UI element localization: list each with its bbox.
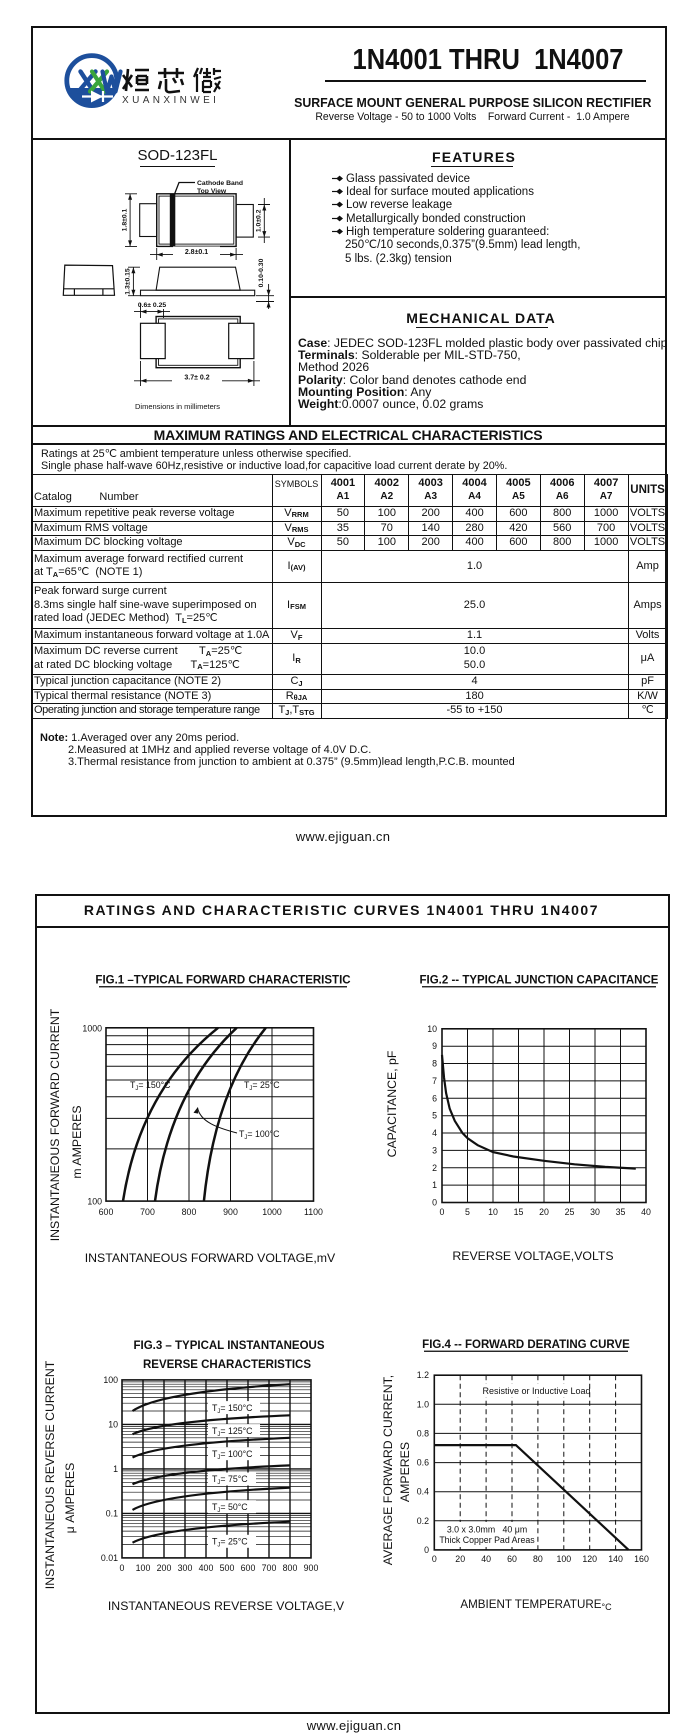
svg-text:Dimensions in millimeters: Dimensions in millimeters (135, 402, 220, 411)
svg-text:1: 1 (113, 1464, 118, 1474)
svg-text:600: 600 (241, 1563, 256, 1573)
svg-text:TJ= 150°C: TJ= 150°C (130, 1080, 171, 1092)
svg-text:TJ= 150°C: TJ= 150°C (212, 1403, 253, 1415)
svg-text:900: 900 (223, 1207, 238, 1217)
svg-text:20: 20 (539, 1207, 549, 1217)
svg-text:40: 40 (481, 1554, 491, 1564)
svg-text:700: 700 (140, 1207, 155, 1217)
svg-text:REVERSE VOLTAGE,VOLTS: REVERSE VOLTAGE,VOLTS (452, 1249, 613, 1263)
svg-text:INSTANTANEOUS FORWARD CURRENT: INSTANTANEOUS FORWARD CURRENT (48, 1008, 62, 1241)
svg-text:FIG.4 -- FORWARD DERATING CURV: FIG.4 -- FORWARD DERATING CURVE (422, 1339, 630, 1351)
svg-text:5: 5 (465, 1207, 470, 1217)
svg-text:60: 60 (507, 1554, 517, 1564)
svg-text:FIG.1 –TYPICAL FORWARD CHARACT: FIG.1 –TYPICAL FORWARD CHARACTERISTIC (95, 975, 350, 987)
svg-text:0.1: 0.1 (106, 1508, 118, 1518)
svg-text:800: 800 (182, 1207, 197, 1217)
svg-text:Thick Copper Pad Areas: Thick Copper Pad Areas (439, 1535, 535, 1545)
svg-text:TJ= 100°C: TJ= 100°C (212, 1449, 253, 1461)
svg-text:30: 30 (590, 1207, 600, 1217)
svg-text:TJ= 75°C: TJ= 75°C (212, 1474, 248, 1486)
svg-text:0: 0 (432, 1554, 437, 1564)
svg-text:0.4: 0.4 (417, 1487, 429, 1497)
svg-text:1000: 1000 (82, 1024, 102, 1034)
svg-text:140: 140 (608, 1554, 623, 1564)
svg-text:INSTANTANEOUS FORWARD VOLTAGE,: INSTANTANEOUS FORWARD VOLTAGE,mV (85, 1251, 336, 1265)
svg-text:1.8±0.1: 1.8±0.1 (122, 208, 129, 231)
svg-text:0.6± 0.25: 0.6± 0.25 (138, 302, 167, 309)
svg-text:120: 120 (582, 1554, 597, 1564)
svg-text:0: 0 (120, 1563, 125, 1573)
svg-text:INSTANTANEOUS REVERSE VOLTAGE,: INSTANTANEOUS REVERSE VOLTAGE,V (108, 1599, 345, 1613)
svg-text:REVERSE CHARACTERISTICS: REVERSE CHARACTERISTICS (143, 1359, 311, 1371)
svg-text:3.7± 0.2: 3.7± 0.2 (184, 375, 209, 382)
svg-text:0.8: 0.8 (417, 1428, 429, 1438)
svg-text:Cathode Band: Cathode Band (197, 180, 243, 187)
svg-text:TJ= 25°C: TJ= 25°C (212, 1537, 248, 1549)
svg-text:0.01: 0.01 (101, 1553, 118, 1563)
svg-text:Resistive or Inductive Load: Resistive or Inductive Load (482, 1386, 590, 1396)
svg-text:m AMPERES: m AMPERES (70, 1105, 84, 1178)
svg-text:1.0: 1.0 (417, 1399, 429, 1409)
svg-text:8: 8 (432, 1059, 437, 1069)
svg-text:AMBIENT TEMPERATURE°C: AMBIENT TEMPERATURE°C (460, 1598, 612, 1612)
svg-text:3: 3 (432, 1145, 437, 1155)
svg-text:40: 40 (641, 1207, 651, 1217)
svg-text:800: 800 (283, 1563, 298, 1573)
svg-text:5: 5 (432, 1111, 437, 1121)
svg-text:10: 10 (108, 1419, 118, 1429)
svg-text:200: 200 (157, 1563, 172, 1573)
svg-text:10: 10 (488, 1207, 498, 1217)
svg-text:160: 160 (634, 1554, 649, 1564)
svg-text:25: 25 (565, 1207, 575, 1217)
svg-text:0: 0 (440, 1207, 445, 1217)
svg-text:μ AMPERES: μ AMPERES (63, 1463, 77, 1534)
svg-text:100: 100 (103, 1375, 118, 1385)
svg-text:9: 9 (432, 1041, 437, 1051)
svg-text:0.2: 0.2 (417, 1516, 429, 1526)
svg-text:XUANXINWEI: XUANXINWEI (122, 95, 219, 106)
svg-text:600: 600 (99, 1207, 114, 1217)
svg-text:35: 35 (616, 1207, 626, 1217)
svg-text:700: 700 (262, 1563, 277, 1573)
svg-text:1: 1 (432, 1180, 437, 1190)
svg-text:15: 15 (514, 1207, 524, 1217)
svg-text:2: 2 (432, 1163, 437, 1173)
svg-text:20: 20 (455, 1554, 465, 1564)
svg-text:0.10-0.30: 0.10-0.30 (258, 258, 265, 287)
svg-text:100: 100 (136, 1563, 151, 1573)
svg-text:2.8±0.1: 2.8±0.1 (185, 249, 208, 256)
svg-text:4: 4 (432, 1128, 437, 1138)
svg-text:400: 400 (199, 1563, 214, 1573)
svg-text:0: 0 (432, 1198, 437, 1208)
svg-text:1.3±0.15: 1.3±0.15 (125, 268, 132, 295)
svg-text:100: 100 (556, 1554, 571, 1564)
svg-text:TJ= 25°C: TJ= 25°C (244, 1080, 280, 1092)
svg-text:3.0 x 3.0mm 40 μm: 3.0 x 3.0mm 40 μm (447, 1525, 527, 1535)
svg-text:7: 7 (432, 1076, 437, 1086)
svg-text:TJ= 125°C: TJ= 125°C (212, 1426, 253, 1438)
svg-text:1100: 1100 (304, 1207, 323, 1217)
svg-text:Top View: Top View (197, 188, 227, 195)
svg-text:AMPERES: AMPERES (398, 1442, 412, 1502)
svg-text:1000: 1000 (262, 1207, 282, 1217)
svg-text:INSTANTANEOUS REVERSE CURRENT: INSTANTANEOUS REVERSE CURRENT (43, 1360, 57, 1589)
svg-text:6: 6 (432, 1093, 437, 1103)
svg-text:1.0±0.2: 1.0±0.2 (256, 209, 263, 232)
svg-text:TJ= 100°C: TJ= 100°C (239, 1129, 280, 1141)
svg-text:300: 300 (178, 1563, 193, 1573)
svg-text:CAPACITANCE, pF: CAPACITANCE, pF (385, 1050, 399, 1157)
svg-text:80: 80 (533, 1554, 543, 1564)
svg-text:TJ= 50°C: TJ= 50°C (212, 1502, 248, 1514)
svg-text:FIG.3 – TYPICAL INSTANTANEOUS: FIG.3 – TYPICAL INSTANTANEOUS (133, 1340, 324, 1352)
svg-text:1.2: 1.2 (417, 1370, 429, 1380)
svg-text:0: 0 (424, 1545, 429, 1555)
svg-text:AVERAGE FORWARD CURRENT,: AVERAGE FORWARD CURRENT, (381, 1375, 395, 1565)
svg-text:900: 900 (304, 1563, 319, 1573)
svg-text:100: 100 (87, 1197, 102, 1207)
svg-text:500: 500 (220, 1563, 235, 1573)
svg-text:10: 10 (427, 1024, 437, 1034)
svg-text:FIG.2 -- TYPICAL JUNCTION CAPA: FIG.2 -- TYPICAL JUNCTION CAPACITANCE (420, 975, 659, 987)
svg-text:0.6: 0.6 (417, 1458, 429, 1468)
